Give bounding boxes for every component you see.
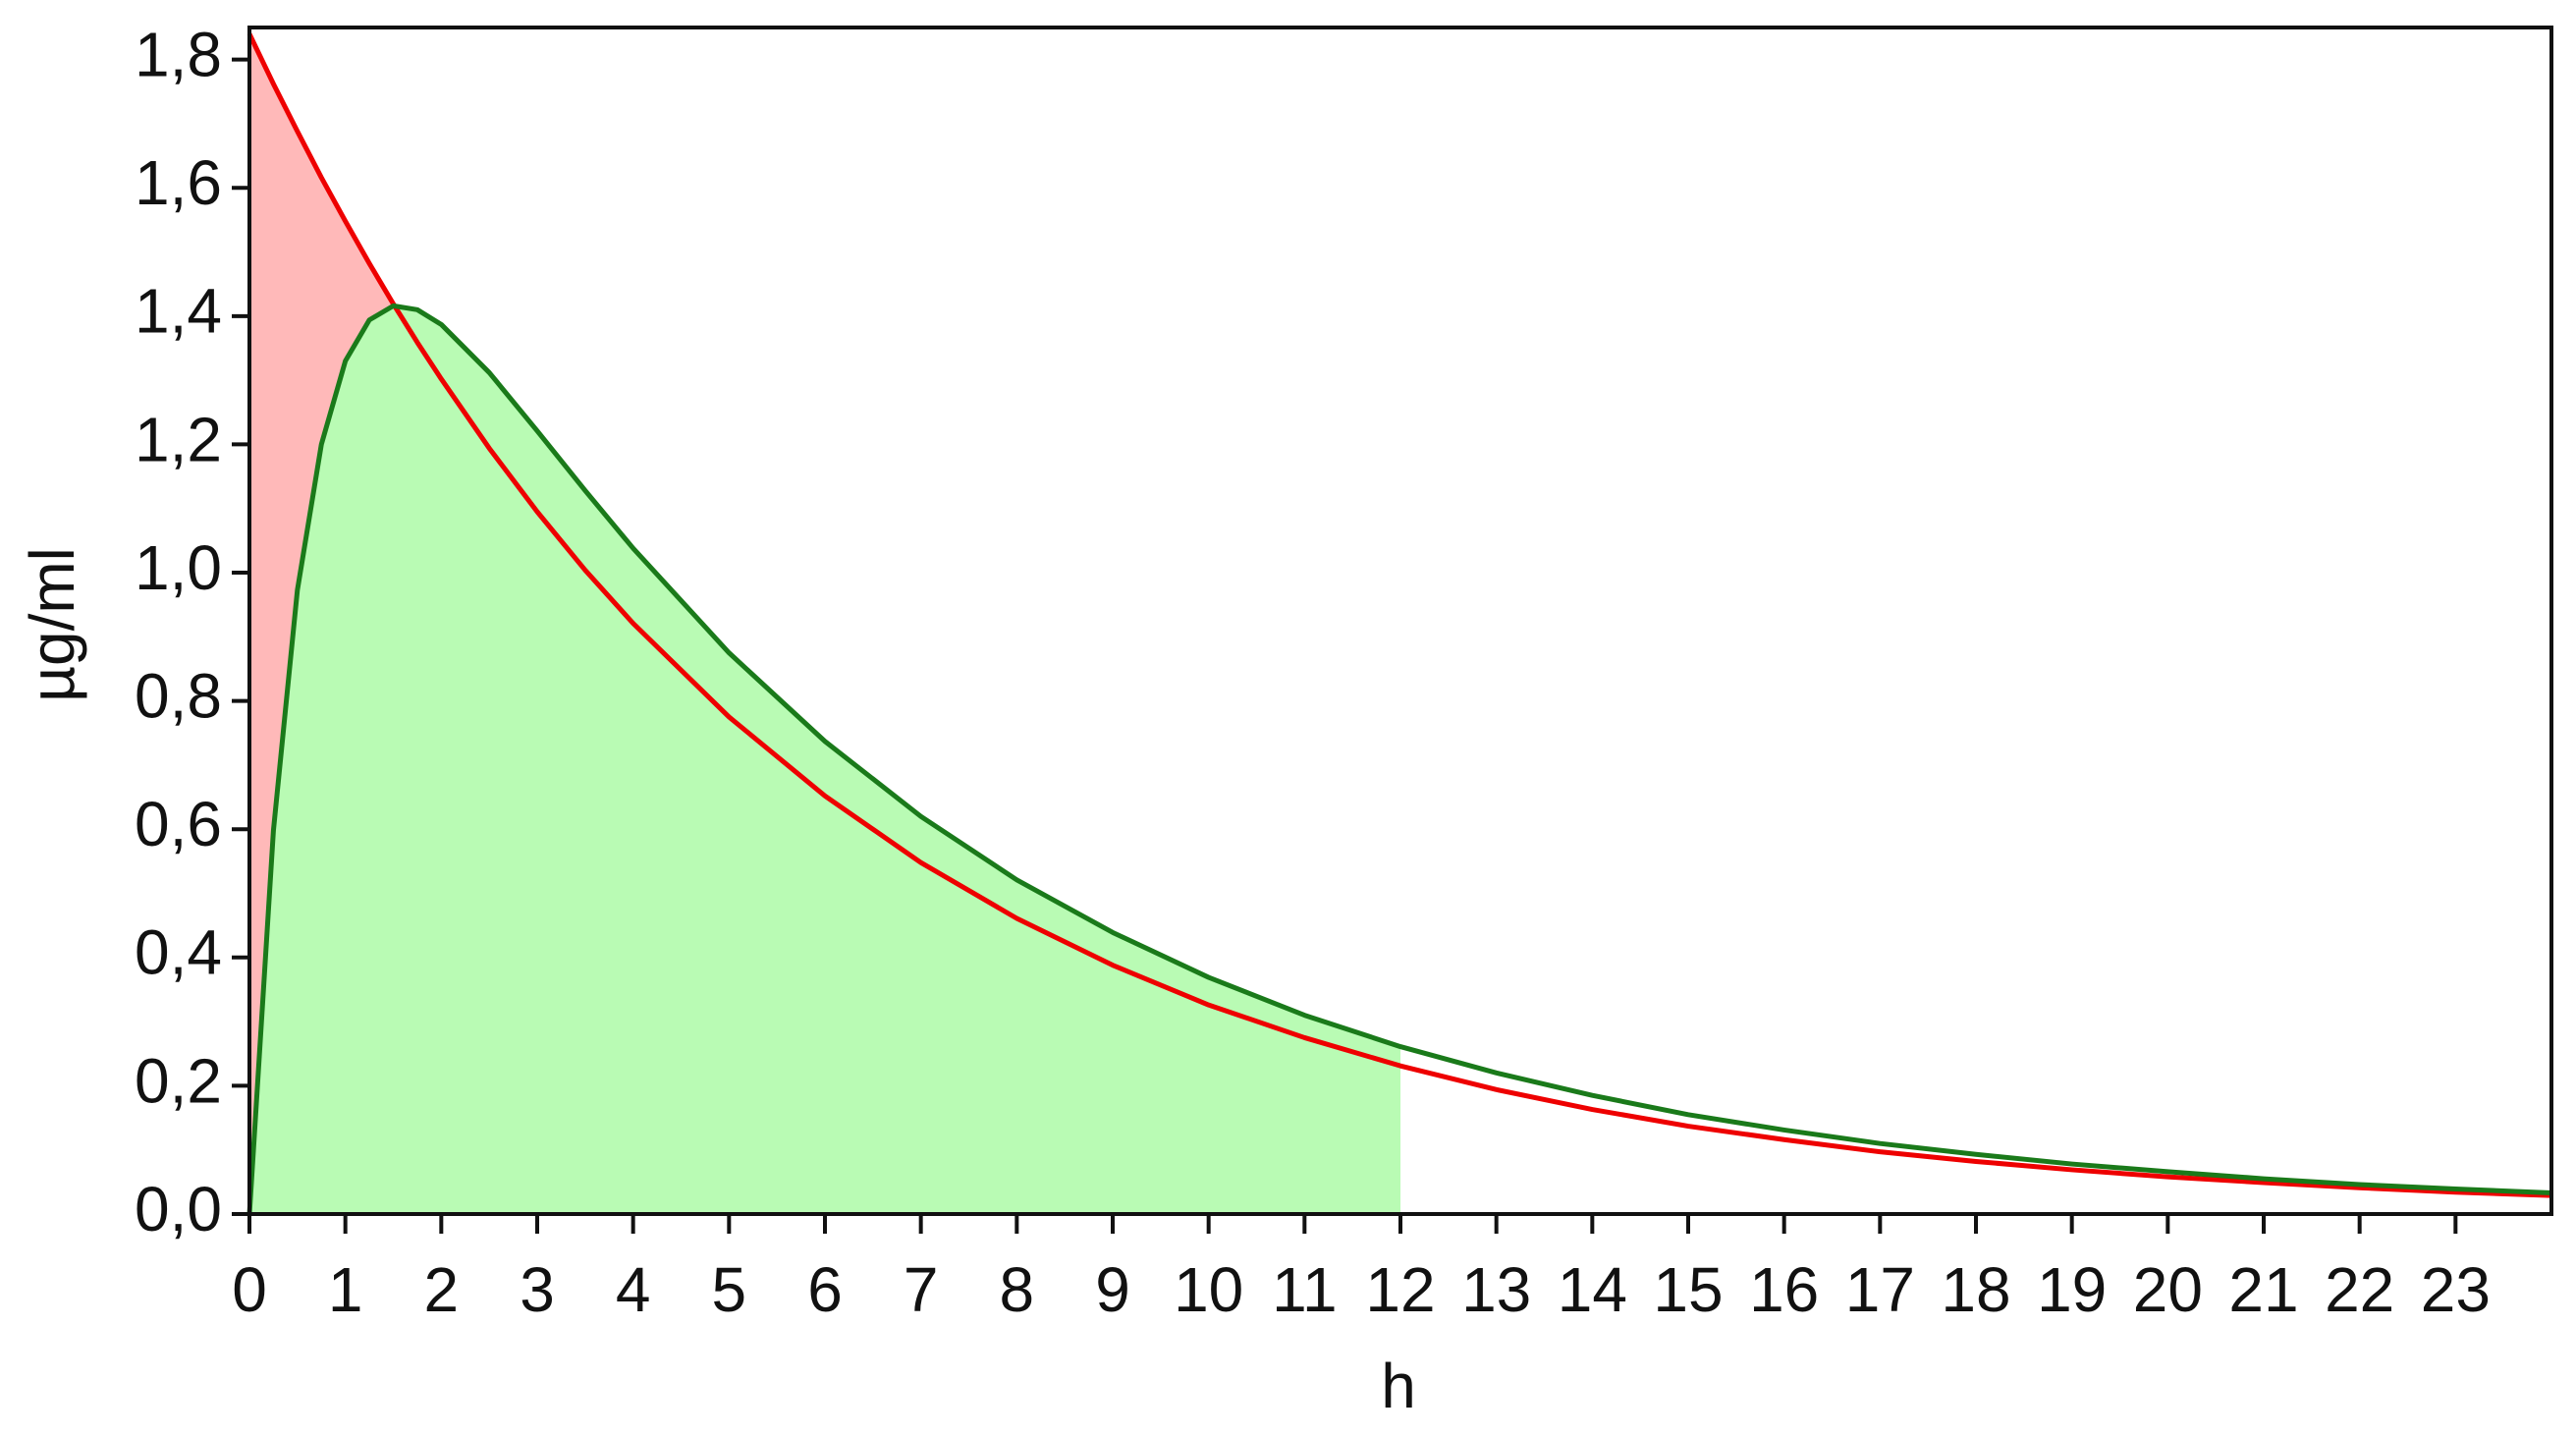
y-tick-label: 0,0 xyxy=(135,1174,222,1244)
y-tick-label: 0,2 xyxy=(135,1045,222,1116)
y-axis-title: µg/ml xyxy=(17,547,87,702)
y-tick-label: 0,6 xyxy=(135,789,222,859)
x-tick-label: 4 xyxy=(616,1254,651,1325)
x-tick-label: 6 xyxy=(807,1254,843,1325)
x-tick-label: 9 xyxy=(1095,1254,1130,1325)
x-tick-label: 14 xyxy=(1558,1254,1627,1325)
x-tick-label: 12 xyxy=(1365,1254,1435,1325)
x-tick-label: 5 xyxy=(712,1254,747,1325)
x-tick-label: 20 xyxy=(2133,1254,2203,1325)
x-tick-label: 23 xyxy=(2421,1254,2491,1325)
x-tick-label: 18 xyxy=(1941,1254,2010,1325)
y-tick-label: 0,8 xyxy=(135,661,222,732)
y-tick-label: 1,6 xyxy=(135,147,222,218)
x-tick-label: 3 xyxy=(520,1254,555,1325)
x-tick-label: 11 xyxy=(1272,1254,1337,1325)
line xyxy=(247,32,2552,1198)
x-tick-label: 2 xyxy=(424,1254,460,1325)
x-tick-label: 22 xyxy=(2325,1254,2394,1325)
x-tick-label: 13 xyxy=(1461,1254,1531,1325)
x-tick-label: 8 xyxy=(1000,1254,1035,1325)
y-tick-label: 1,4 xyxy=(135,276,222,347)
x-tick-label: 21 xyxy=(2228,1254,2298,1325)
x-tick-label: 10 xyxy=(1174,1254,1243,1325)
x-tick-label: 1 xyxy=(328,1254,363,1325)
x-tick-label: 15 xyxy=(1653,1254,1723,1325)
x-tick-label: 7 xyxy=(904,1254,939,1325)
x-tick-label: 19 xyxy=(2037,1254,2107,1325)
x-axis-title: h xyxy=(1381,1351,1416,1421)
y-tick-label: 1,8 xyxy=(135,20,222,90)
y-tick-label: 1,0 xyxy=(135,532,222,603)
y-tick-label: 0,4 xyxy=(135,917,222,988)
line xyxy=(247,303,2552,1215)
area-fill xyxy=(249,305,1400,1214)
x-tick-label: 0 xyxy=(232,1254,267,1325)
x-tick-label: 16 xyxy=(1749,1254,1819,1325)
y-tick-label: 1,2 xyxy=(135,404,222,474)
x-tick-label: 17 xyxy=(1845,1254,1915,1325)
